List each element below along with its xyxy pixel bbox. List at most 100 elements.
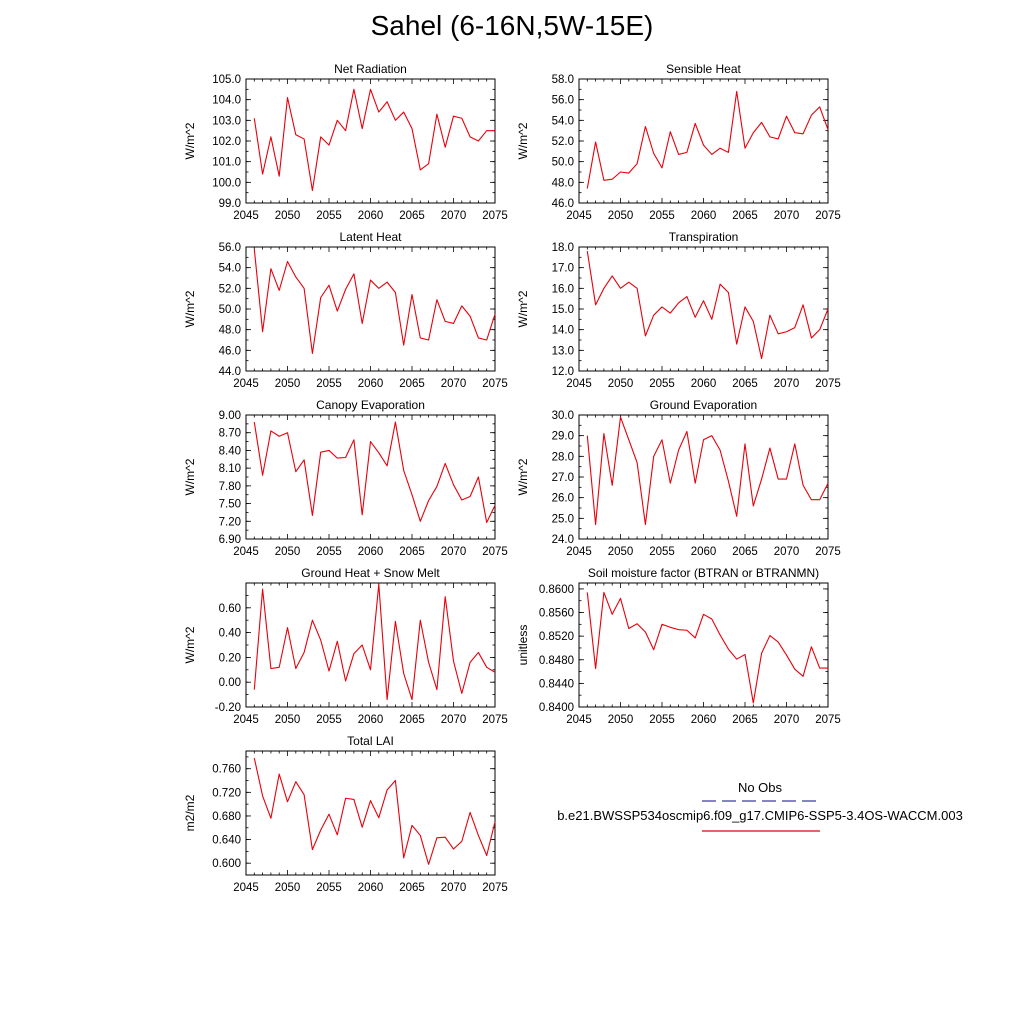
x-tick-label: 2070 [441,714,467,726]
y-tick-label: 0.8520 [539,631,574,643]
x-tick-label: 2045 [566,210,592,222]
x-tick-label: 2075 [815,546,841,558]
y-tick-label: 0.8560 [539,608,574,620]
y-axis-label: W/m^2 [183,290,197,327]
chart-panel-1: Net Radiation W/m^2 2045 2050 2055 2060 2065 20… [183,62,508,222]
series-line [253,757,496,865]
x-tick-label: 2045 [233,378,259,390]
x-tick-label: 2070 [441,546,467,558]
x-tick-label: 2050 [275,714,301,726]
y-tick-label: 8.40 [219,445,241,457]
x-tick-label: 2060 [691,378,717,390]
y-tick-label: 13.0 [552,345,574,357]
y-tick-label: 0.8600 [539,584,574,596]
x-tick-label: 2075 [482,378,508,390]
chart-panel-9: Total LAI m2/m2 2045 2050 2055 2060 2065 2070 20… [183,734,508,894]
y-tick-label: 6.90 [219,534,241,546]
y-tick-label: 50.0 [552,157,574,169]
series-line [586,591,828,704]
x-tick-label: 2070 [774,714,800,726]
x-tick-label: 2050 [608,210,634,222]
y-tick-label: 29.0 [552,431,574,443]
y-tick-label: 46.0 [219,345,241,357]
panel-title: Total LAI [347,734,394,748]
y-tick-label: -0.20 [215,702,241,714]
y-axis-label: unitless [516,625,530,666]
y-tick-label: 12.0 [552,366,574,378]
y-tick-label: 9.00 [219,410,241,422]
plot-frame [245,414,496,540]
x-tick-label: 2060 [358,378,384,390]
series-line [586,90,829,189]
plot-frame [578,78,829,204]
y-tick-label: 0.720 [212,787,241,799]
x-tick-label: 2070 [441,378,467,390]
y-axis-label: W/m^2 [183,122,197,159]
y-tick-label: 26.0 [552,493,574,505]
y-tick-label: 0.8480 [539,655,574,667]
panel-title: Net Radiation [334,62,407,76]
y-tick-label: 7.50 [219,499,241,511]
x-tick-label: 2055 [316,378,342,390]
y-tick-label: 17.0 [552,263,574,275]
y-tick-label: 56.0 [552,95,574,107]
x-tick-label: 2055 [316,546,342,558]
y-tick-label: 58.0 [552,74,574,86]
x-tick-label: 2055 [316,714,342,726]
x-tick-label: 2065 [399,714,425,726]
x-tick-label: 2055 [316,210,342,222]
y-tick-label: 101.0 [212,157,241,169]
y-tick-label: 52.0 [219,283,241,295]
x-tick-label: 2075 [482,546,508,558]
plot-frame [245,246,496,372]
x-tick-label: 2060 [358,210,384,222]
x-tick-label: 2060 [691,714,717,726]
x-tick-label: 2060 [358,882,384,894]
panel-title: Latent Heat [339,230,402,244]
x-tick-label: 2050 [275,378,301,390]
y-tick-label: 16.0 [552,283,574,295]
x-tick-label: 2060 [691,210,717,222]
legend-obs-label: No Obs [738,780,783,795]
figure-title: Sahel (6-16N,5W-15E) [370,10,654,41]
y-tick-label: 15.0 [552,304,574,316]
y-tick-label: 0.40 [219,628,241,640]
x-tick-label: 2065 [399,882,425,894]
y-tick-label: 54.0 [552,115,574,127]
series-line [253,88,495,192]
series-line [586,416,829,526]
x-tick-label: 2045 [233,210,259,222]
panel-title: Ground Heat + Snow Melt [301,566,440,580]
x-tick-label: 2070 [774,210,800,222]
y-tick-label: 25.0 [552,513,574,525]
y-tick-label: 0.8400 [539,702,574,714]
y-tick-label: 99.0 [219,198,241,210]
x-tick-label: 2060 [358,546,384,558]
plot-frame [578,414,829,540]
x-tick-label: 2060 [358,714,384,726]
x-tick-label: 2075 [815,210,841,222]
panel-title: Soil moisture factor (BTRAN or BTRANMN) [588,566,819,580]
y-axis-label: W/m^2 [516,458,530,495]
x-tick-label: 2065 [399,378,425,390]
x-tick-label: 2075 [815,378,841,390]
x-tick-label: 2055 [649,714,675,726]
y-tick-label: 0.600 [212,858,241,870]
x-tick-label: 2055 [649,546,675,558]
x-tick-label: 2065 [732,546,758,558]
panel-title: Transpiration [669,230,739,244]
y-tick-label: 100.0 [212,177,241,189]
y-axis-label: W/m^2 [516,290,530,327]
chart-panel-8: Soil moisture factor (BTRAN or BTRANMN) u… [516,566,841,726]
y-tick-label: 28.0 [552,451,574,463]
x-tick-label: 2050 [608,378,634,390]
legend: No Obs b.e21.BWSSP534oscmip6.f09_g17.CMI… [557,780,963,832]
y-tick-label: 56.0 [219,242,241,254]
x-tick-label: 2045 [566,714,592,726]
panel-title: Sensible Heat [666,62,741,76]
legend-case-label: b.e21.BWSSP534oscmip6.f09_g17.CMIP6-SSP5… [557,808,963,823]
y-tick-label: 0.60 [219,603,241,615]
x-tick-label: 2055 [316,882,342,894]
y-tick-label: 24.0 [552,534,574,546]
